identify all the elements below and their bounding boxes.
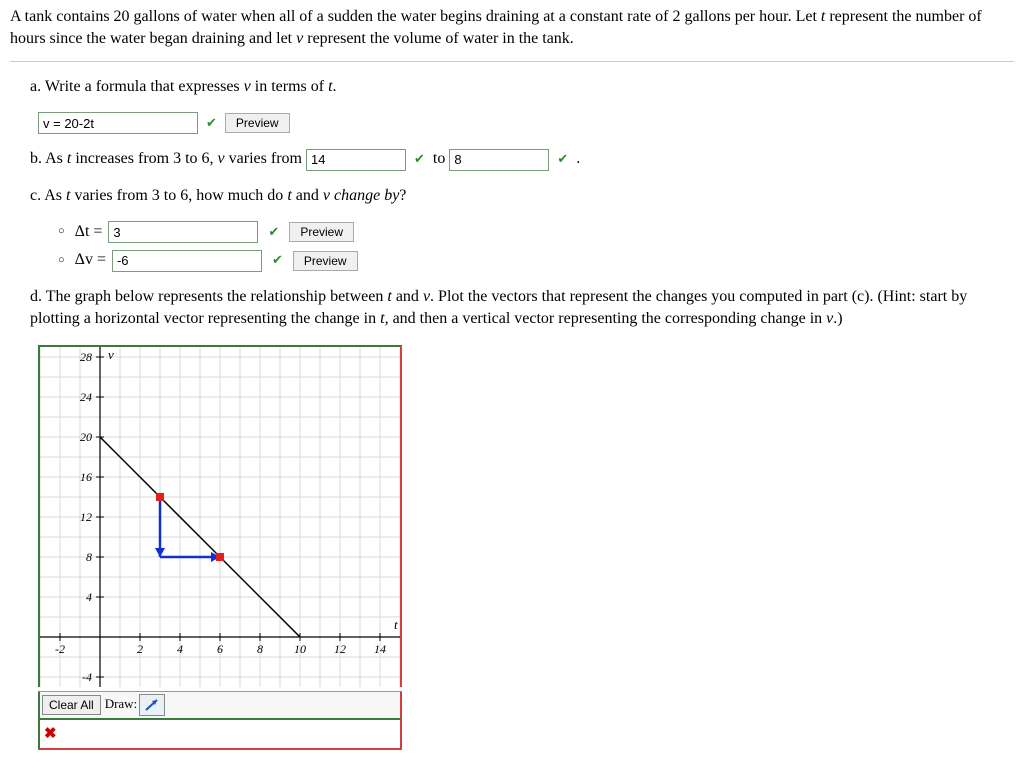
b-to: to [433, 150, 449, 167]
svg-text:10: 10 [294, 642, 306, 656]
svg-text:20: 20 [80, 430, 92, 444]
svg-text:12: 12 [334, 642, 346, 656]
part-c: c. As t varies from 3 to 6, how much do … [30, 185, 1014, 207]
svg-text:12: 12 [80, 510, 92, 524]
graph-canvas[interactable]: -22468101214-4481216202428tv [40, 347, 400, 687]
c-v: v [323, 187, 330, 204]
d-v: v [423, 288, 430, 305]
preview-button-dv[interactable]: Preview [293, 251, 358, 271]
dv-input[interactable] [112, 250, 262, 272]
bullet-icon: ○ [58, 224, 65, 239]
svg-text:4: 4 [177, 642, 183, 656]
part-a-mid: in terms of [251, 78, 328, 95]
b-mid1: increases from 3 to 6, [71, 150, 217, 167]
check-icon: ✔ [272, 251, 283, 269]
part-c-sublist: ○ Δt = ✔ Preview ○ Δv = ✔ Preview [58, 221, 1014, 272]
b-end: . [576, 150, 580, 167]
d-1: d. The graph below represents the relati… [30, 288, 387, 305]
svg-text:2: 2 [137, 642, 143, 656]
part-a-label: a. Write a formula that expresses [30, 78, 244, 95]
c-5: ? [399, 187, 406, 204]
check-icon: ✔ [557, 150, 568, 168]
b-pre: b. As [30, 150, 67, 167]
svg-text:8: 8 [86, 550, 92, 564]
b-val1-input[interactable] [306, 149, 406, 171]
svg-text:-4: -4 [82, 670, 92, 684]
formula-input[interactable] [38, 112, 198, 134]
svg-text:4: 4 [86, 590, 92, 604]
c-1: c. As [30, 187, 66, 204]
dt-row: ○ Δt = ✔ Preview [58, 221, 1014, 243]
wrong-icon: ✖ [44, 726, 57, 742]
dv-row: ○ Δv = ✔ Preview [58, 249, 1014, 271]
check-icon: ✔ [268, 223, 279, 241]
svg-text:6: 6 [217, 642, 223, 656]
b-v: v [218, 150, 225, 167]
svg-text:14: 14 [374, 642, 386, 656]
dt-input[interactable] [108, 221, 258, 243]
part-a-end: . [333, 78, 337, 95]
separator [10, 61, 1014, 62]
check-icon: ✔ [206, 114, 217, 132]
b-mid2: varies from [225, 150, 306, 167]
svg-text:8: 8 [257, 642, 263, 656]
svg-text:t: t [394, 617, 398, 632]
graph-toolbar: Clear All Draw: [38, 691, 402, 720]
c-2: varies from 3 to 6, how much do [70, 187, 287, 204]
part-a-input-row: ✔ Preview [38, 112, 1014, 134]
svg-text:24: 24 [80, 390, 92, 404]
d-4: , and then a vertical vector representin… [385, 310, 827, 327]
preview-button-dt[interactable]: Preview [289, 222, 354, 242]
svg-text:16: 16 [80, 470, 92, 484]
c-4: change by [330, 187, 399, 204]
d-5: .) [833, 310, 842, 327]
intro-3: represent the volume of water in the tan… [303, 30, 574, 47]
draw-vector-button[interactable] [139, 694, 165, 716]
check-icon: ✔ [414, 150, 425, 168]
c-3: and [292, 187, 323, 204]
draw-label: Draw: [105, 695, 138, 713]
b-val2-input[interactable] [449, 149, 549, 171]
bullet-icon: ○ [58, 253, 65, 268]
svg-text:-2: -2 [55, 642, 65, 656]
part-d: d. The graph below represents the relati… [30, 286, 1014, 331]
clear-all-button[interactable]: Clear All [42, 695, 101, 715]
problem-intro: A tank contains 20 gallons of water when… [10, 6, 1014, 51]
d-2: and [392, 288, 423, 305]
graph-container[interactable]: -22468101214-4481216202428tv [38, 345, 402, 687]
part-a-v: v [244, 78, 251, 95]
svg-text:28: 28 [80, 350, 92, 364]
part-a: a. Write a formula that expresses v in t… [30, 76, 1014, 98]
part-b: b. As t increases from 3 to 6, v varies … [30, 148, 1014, 170]
feedback-row: ✖ [38, 720, 402, 750]
dt-label: Δt = [75, 221, 103, 243]
arrow-icon [143, 697, 161, 713]
dv-label: Δv = [75, 249, 106, 271]
preview-button-a[interactable]: Preview [225, 113, 290, 133]
intro-1: A tank contains 20 gallons of water when… [10, 8, 821, 25]
svg-text:v: v [108, 347, 114, 362]
